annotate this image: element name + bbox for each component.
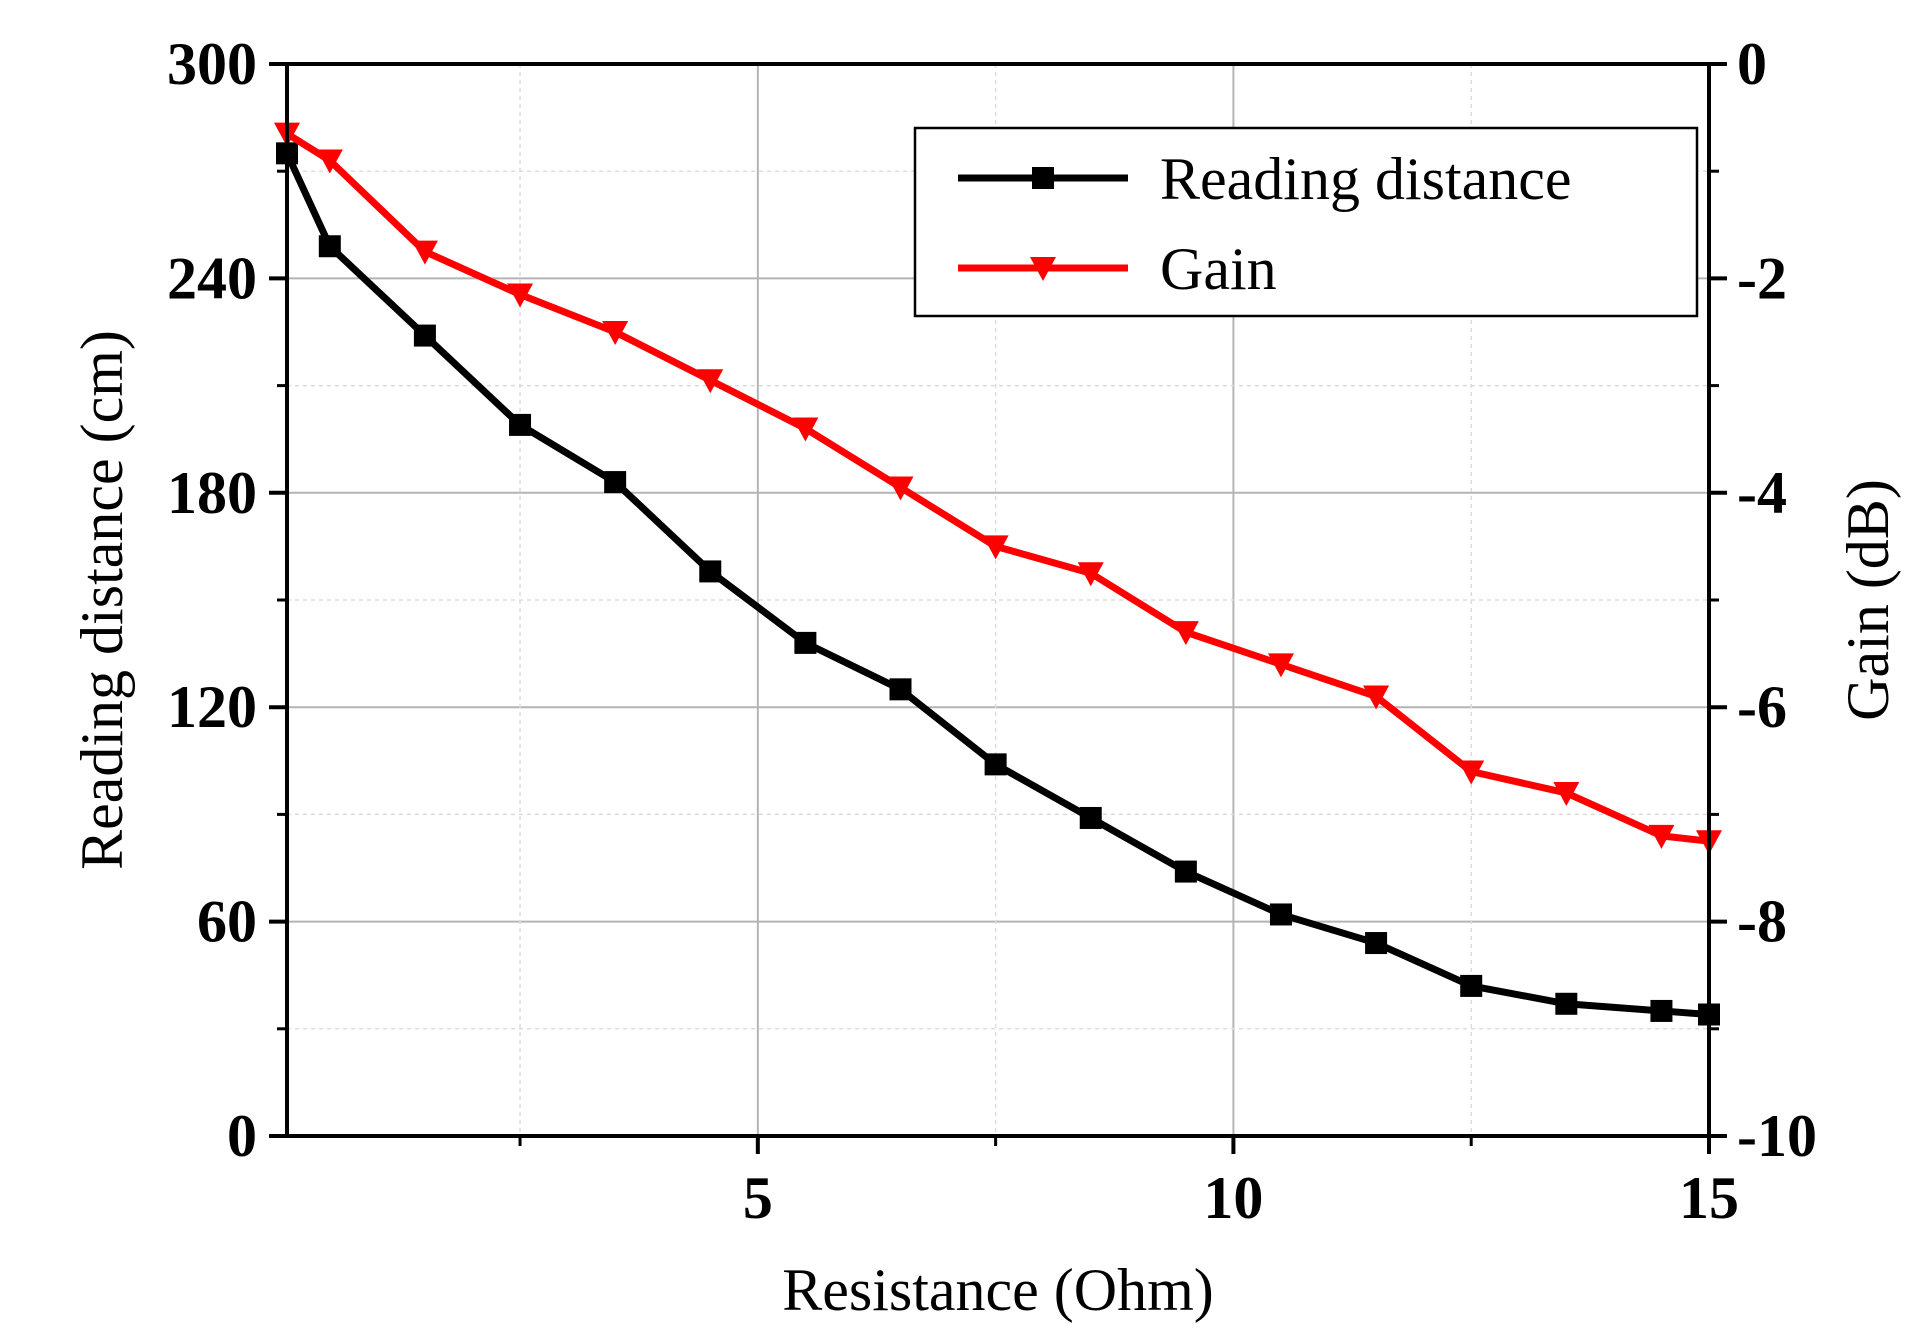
y-right-tick-label-2: -4: [1737, 460, 1787, 526]
data-point-reading-distance-8: [984, 753, 1007, 776]
y-left-tick-label-4: 240: [167, 245, 257, 311]
y-right-tick-label-1: -2: [1737, 245, 1787, 311]
data-point-gain-7: [887, 476, 914, 501]
legend-marker-shape-0: [1032, 167, 1054, 189]
data-point-gain-8: [982, 535, 1009, 560]
y-right-tick-label-3: -6: [1737, 674, 1787, 740]
data-point-gain-1: [316, 149, 343, 174]
data-point-reading-distance-12: [1365, 932, 1388, 955]
legend: Reading distance Gain: [913, 126, 1699, 318]
data-point-gain-4: [602, 321, 629, 345]
data-point-reading-distance-7: [889, 678, 912, 701]
x-axis-title: Resistance (Ohm): [782, 1257, 1214, 1323]
x-tick-label-2: 15: [1679, 1165, 1739, 1231]
data-point-reading-distance-9: [1079, 806, 1102, 829]
axes: 5 10 15 0 60 120 180 240 300 0 -2 -4 -6 -8 -10: [167, 31, 1817, 1231]
data-point-reading-distance-5: [699, 560, 722, 583]
data-point-reading-distance-15: [1650, 999, 1673, 1022]
legend-label-gain: Gain: [1160, 236, 1277, 302]
data-point-gain-13: [1458, 760, 1485, 785]
data-point-gain-12: [1363, 685, 1390, 710]
data-point-gain-11: [1267, 653, 1294, 678]
data-point-reading-distance-14: [1555, 992, 1578, 1015]
y-left-tick-label-5: 300: [167, 31, 257, 97]
y-right-tick-label-0: 0: [1737, 31, 1767, 97]
data-point-gain-14: [1553, 781, 1580, 806]
y-right-tick-label-4: -8: [1737, 889, 1787, 955]
data-point-reading-distance-6: [794, 631, 817, 654]
data-point-gain-5: [697, 369, 724, 394]
data-point-reading-distance-13: [1460, 974, 1483, 997]
data-point-gain-6: [792, 417, 819, 442]
legend-marker-gain: [1030, 257, 1056, 281]
data-point-reading-distance-3: [509, 413, 532, 436]
y-left-tick-label-1: 60: [197, 889, 257, 955]
legend-marker-shape-1: [1030, 257, 1056, 281]
x-tick-label-1: 10: [1203, 1165, 1263, 1231]
y-left-tick-label-0: 0: [227, 1103, 257, 1169]
y-left-axis-title: Reading distance (cm): [69, 330, 135, 870]
x-tick-label-0: 5: [743, 1165, 773, 1231]
y-right-tick-label-5: -10: [1737, 1103, 1817, 1169]
data-point-reading-distance-2: [413, 324, 436, 347]
data-point-reading-distance-11: [1269, 903, 1292, 926]
data-point-reading-distance-4: [604, 471, 627, 494]
legend-label-reading-distance: Reading distance: [1160, 146, 1572, 212]
data-point-gain-15: [1648, 824, 1675, 849]
legend-box: [913, 126, 1699, 318]
data-point-reading-distance-1: [318, 235, 341, 258]
series-layer: [274, 122, 1722, 1026]
data-point-gain-9: [1077, 562, 1104, 587]
data-point-gain-2: [411, 240, 438, 265]
y-left-tick-label-2: 120: [167, 674, 257, 740]
y-right-axis-title: Gain (dB): [1835, 479, 1901, 721]
legend-marker-reading-distance: [1032, 167, 1054, 189]
data-point-reading-distance-10: [1174, 860, 1197, 883]
y-left-tick-label-3: 180: [167, 460, 257, 526]
data-point-gain-10: [1172, 621, 1199, 646]
data-point-gain-3: [507, 283, 534, 308]
